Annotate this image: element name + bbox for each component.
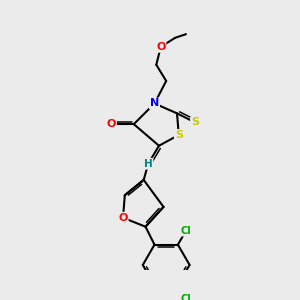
Text: S: S — [191, 117, 199, 127]
Text: H: H — [144, 159, 153, 169]
Text: N: N — [150, 98, 159, 109]
Text: S: S — [175, 130, 183, 140]
Text: O: O — [118, 213, 128, 223]
Text: Cl: Cl — [181, 294, 191, 300]
Text: O: O — [156, 42, 166, 52]
Text: Cl: Cl — [181, 226, 191, 236]
Text: O: O — [106, 119, 116, 129]
